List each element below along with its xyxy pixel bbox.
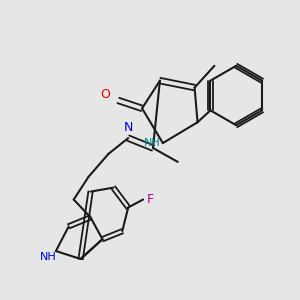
Text: N: N (124, 121, 133, 134)
Text: NH: NH (40, 252, 56, 262)
Text: NH: NH (144, 138, 160, 148)
Text: F: F (146, 193, 154, 206)
Text: O: O (100, 88, 110, 101)
